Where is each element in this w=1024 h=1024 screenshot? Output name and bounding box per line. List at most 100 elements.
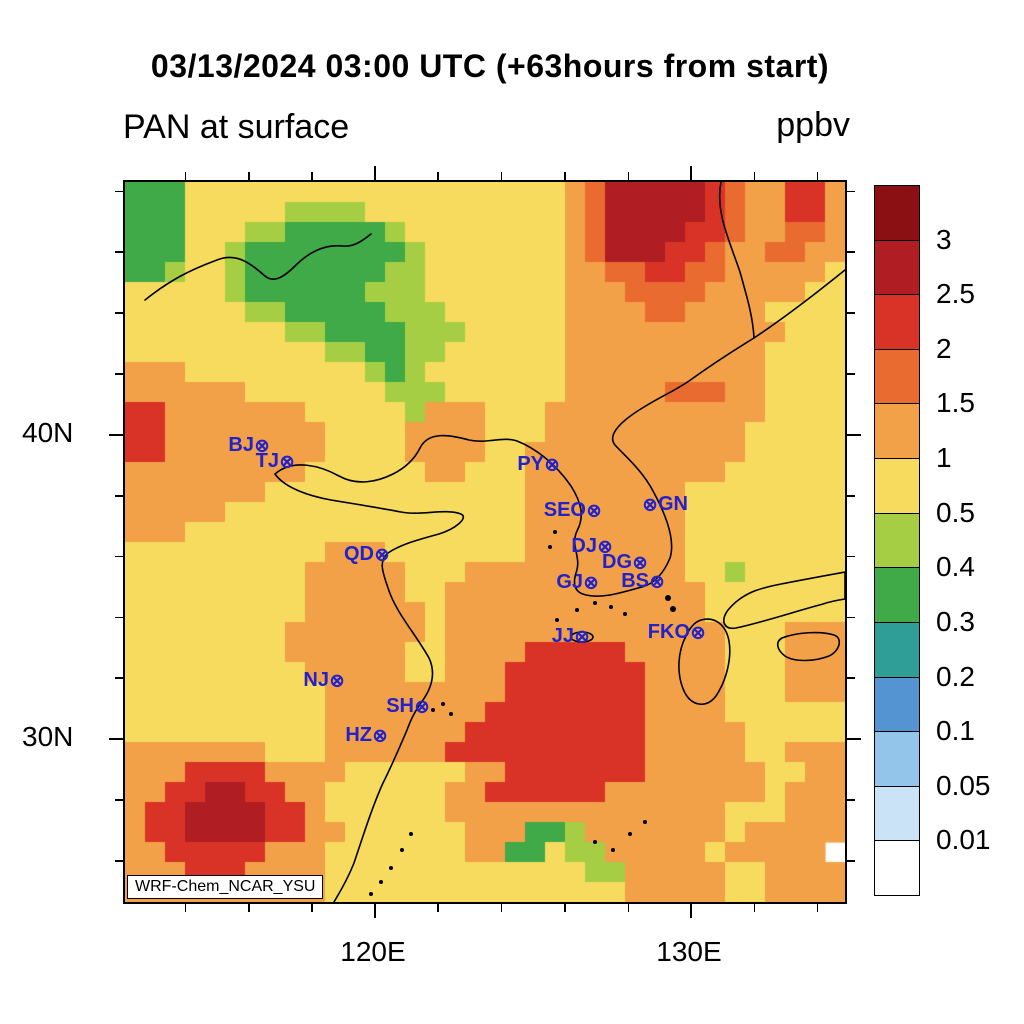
axis-tick [816, 172, 819, 180]
colorbar-cell [874, 185, 920, 242]
colorbar-label: 0.05 [936, 769, 991, 801]
axis-tick [627, 172, 630, 180]
model-watermark: WRF-Chem_NCAR_YSU [127, 875, 324, 899]
station-circle-cross-icon: ⊗ [329, 670, 345, 691]
colorbar-label: 0.2 [936, 660, 975, 692]
city-label: FKO [647, 621, 690, 644]
x-axis-label: 120E [340, 936, 406, 967]
colorbar-label: 2.5 [936, 278, 975, 310]
colorbar-label: 0.1 [936, 715, 975, 747]
city-label: SEO [543, 499, 586, 522]
station-circle-cross-icon: ⊗ [544, 454, 560, 475]
axis-tick [248, 904, 250, 912]
axis-tick [847, 860, 855, 862]
y-axis-label: 30N [22, 720, 74, 752]
city-label: TJ [255, 450, 279, 473]
axis-tick [437, 172, 439, 180]
station-circle-cross-icon: ⊗ [414, 696, 430, 717]
x-axis-label: 130E [656, 936, 722, 967]
axis-tick [847, 555, 855, 558]
colorbar-cell [874, 567, 920, 624]
axis-tick [115, 799, 123, 801]
station-circle-cross-icon: ⊗ [574, 626, 590, 647]
axis-tick [115, 616, 123, 619]
colorbar-label: 3 [936, 223, 952, 255]
colorbar-cell [874, 676, 920, 733]
axis-tick [753, 172, 756, 180]
city-label: HZ [345, 724, 372, 747]
variable-label: PAN at surface [123, 108, 350, 146]
axis-tick [115, 373, 123, 375]
y-axis-label: 40N [22, 417, 74, 448]
colorbar-label: 0.5 [936, 496, 975, 528]
colorbar-cell [874, 731, 920, 788]
axis-tick [115, 312, 123, 314]
axis-tick [847, 312, 855, 314]
axis-tick [847, 616, 855, 619]
axis-tick [311, 172, 313, 180]
axis-tick [373, 904, 376, 918]
axis-tick [847, 799, 855, 801]
axis-tick [500, 172, 503, 180]
colorbar-cell [874, 785, 920, 842]
city-label: NJ [303, 669, 329, 692]
axis-tick [115, 251, 123, 253]
axis-tick [564, 172, 566, 180]
axis-tick [753, 904, 756, 912]
station-circle-cross-icon: ⊗ [372, 725, 388, 746]
city-label: DG [602, 551, 632, 574]
concentration-heatmap [125, 182, 845, 902]
city-label: DJ [571, 535, 597, 558]
axis-tick [437, 904, 439, 912]
city-label: QD [344, 543, 374, 566]
city-label: BS [621, 570, 649, 593]
axis-tick [500, 904, 503, 912]
axis-tick [115, 495, 123, 497]
station-circle-cross-icon: ⊗ [597, 536, 613, 557]
axis-tick [847, 373, 855, 375]
axis-tick [184, 172, 187, 180]
axis-tick [115, 677, 123, 679]
station-circle-cross-icon: ⊗ [642, 494, 658, 515]
axis-tick [816, 904, 819, 912]
axis-tick [627, 904, 630, 912]
station-circle-cross-icon: ⊗ [586, 500, 602, 521]
colorbar-label: 0.01 [936, 824, 991, 856]
axis-tick [847, 434, 861, 436]
city-label: GN [658, 493, 688, 516]
city-label: JJ [551, 625, 574, 648]
colorbar-cell [874, 621, 920, 679]
station-circle-cross-icon: ⊗ [279, 451, 295, 472]
station-circle-cross-icon: ⊗ [690, 622, 706, 643]
city-label: BJ [228, 434, 254, 457]
station-circle-cross-icon: ⊗ [254, 435, 270, 456]
map-panel: WRF-Chem_NCAR_YSU ⊗ BJ ⊗ TJ ⊗ PY ⊗ SEO ⊗ GN ⊗ QD ⊗ DJ… [109, 166, 861, 918]
colorbar-cell [874, 458, 920, 515]
colorbar-cell [874, 403, 920, 460]
colorbar: 3 2.5 2 1.5 1 0.5 0.4 0.3 0.2 0.1 0.05 0.01 [874, 185, 991, 897]
axis-tick [847, 251, 855, 253]
axis-tick [248, 172, 250, 180]
colorbar-cell [874, 294, 920, 351]
city-label: GJ [556, 571, 583, 594]
axis-tick [847, 737, 861, 740]
colorbar-cell [874, 348, 920, 405]
colorbar-label: 0.3 [936, 605, 975, 637]
city-label: PY [517, 453, 544, 476]
colorbar-cell [874, 239, 920, 296]
colorbar-label: 0.4 [936, 551, 975, 583]
station-circle-cross-icon: ⊗ [374, 544, 390, 565]
city-label: SH [386, 695, 414, 718]
units-label: ppbv [776, 106, 850, 144]
axis-tick [115, 190, 123, 193]
colorbar-cell [874, 512, 920, 569]
axis-tick [689, 166, 692, 180]
axis-tick [115, 860, 123, 862]
axis-tick [311, 904, 313, 912]
colorbar-cell [874, 840, 920, 897]
axis-tick [847, 677, 855, 679]
axis-tick [109, 434, 123, 436]
axis-tick [564, 904, 566, 912]
colorbar-label: 1.5 [936, 387, 975, 419]
axis-tick [373, 166, 376, 180]
